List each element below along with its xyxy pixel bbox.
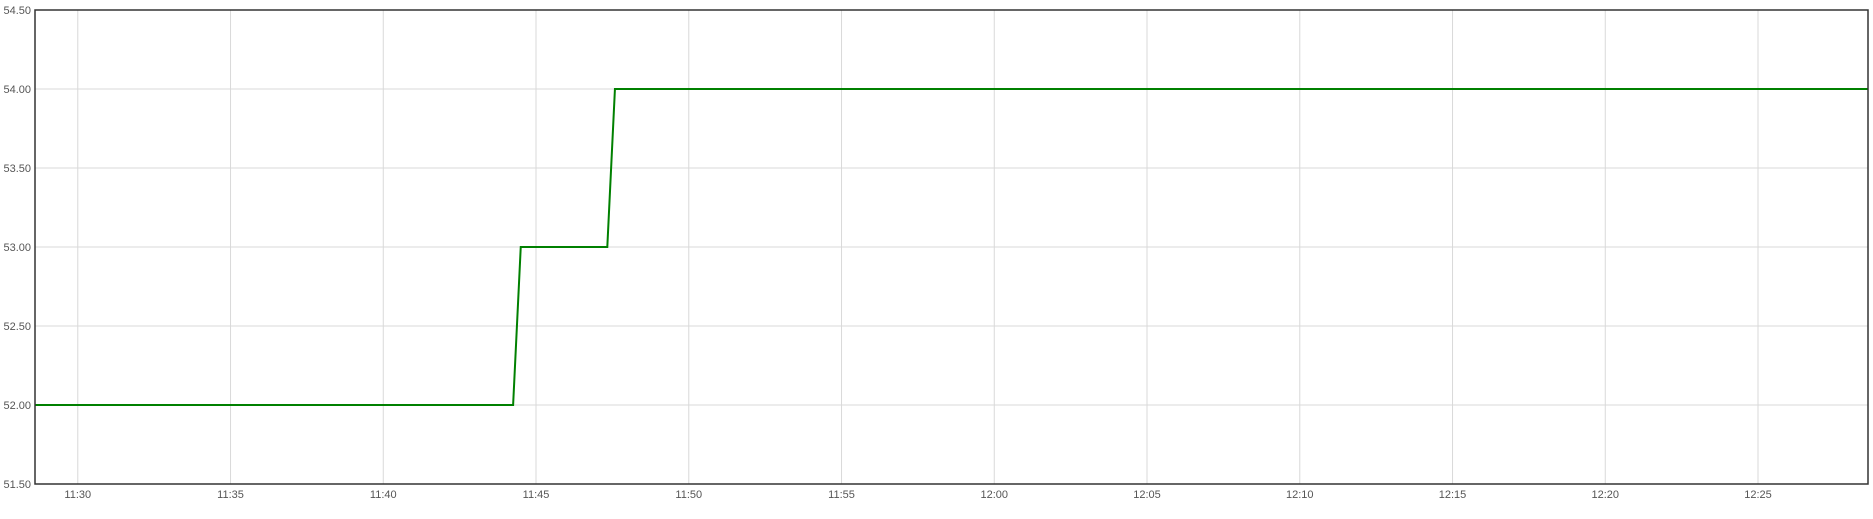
x-tick-label: 12:20 — [1592, 489, 1620, 501]
x-tick-label: 12:05 — [1133, 489, 1161, 501]
y-tick-label: 54.50 — [3, 5, 31, 17]
series-layer — [35, 88, 1868, 406]
plot-area-frame — [34, 9, 1869, 485]
y-tick-label: 52.50 — [3, 321, 31, 333]
x-tick-label: 11:55 — [828, 489, 855, 501]
x-tick-label: 12:10 — [1286, 489, 1314, 501]
y-tick-label: 52.00 — [3, 400, 31, 412]
y-tick-label: 54.00 — [3, 84, 31, 96]
x-tick-label: 11:40 — [370, 489, 397, 501]
x-tick-label: 11:50 — [675, 489, 702, 501]
axes: 11:30 11:35 11:40 11:45 11:50 11:55 12:00 12:05… — [3, 5, 1771, 501]
x-tick-label: 12:00 — [981, 489, 1009, 501]
y-tick-label: 53.50 — [3, 163, 31, 175]
x-tick-label: 11:35 — [217, 489, 244, 501]
series-line — [35, 88, 1868, 406]
y-tick-label: 53.00 — [3, 242, 31, 254]
x-tick-label: 12:25 — [1744, 489, 1772, 501]
x-tick-label: 11:45 — [523, 489, 550, 501]
x-tick-label: 12:15 — [1439, 489, 1467, 501]
x-tick-label: 11:30 — [64, 489, 91, 501]
grid — [35, 10, 1868, 484]
y-tick-label: 51.50 — [3, 479, 31, 491]
